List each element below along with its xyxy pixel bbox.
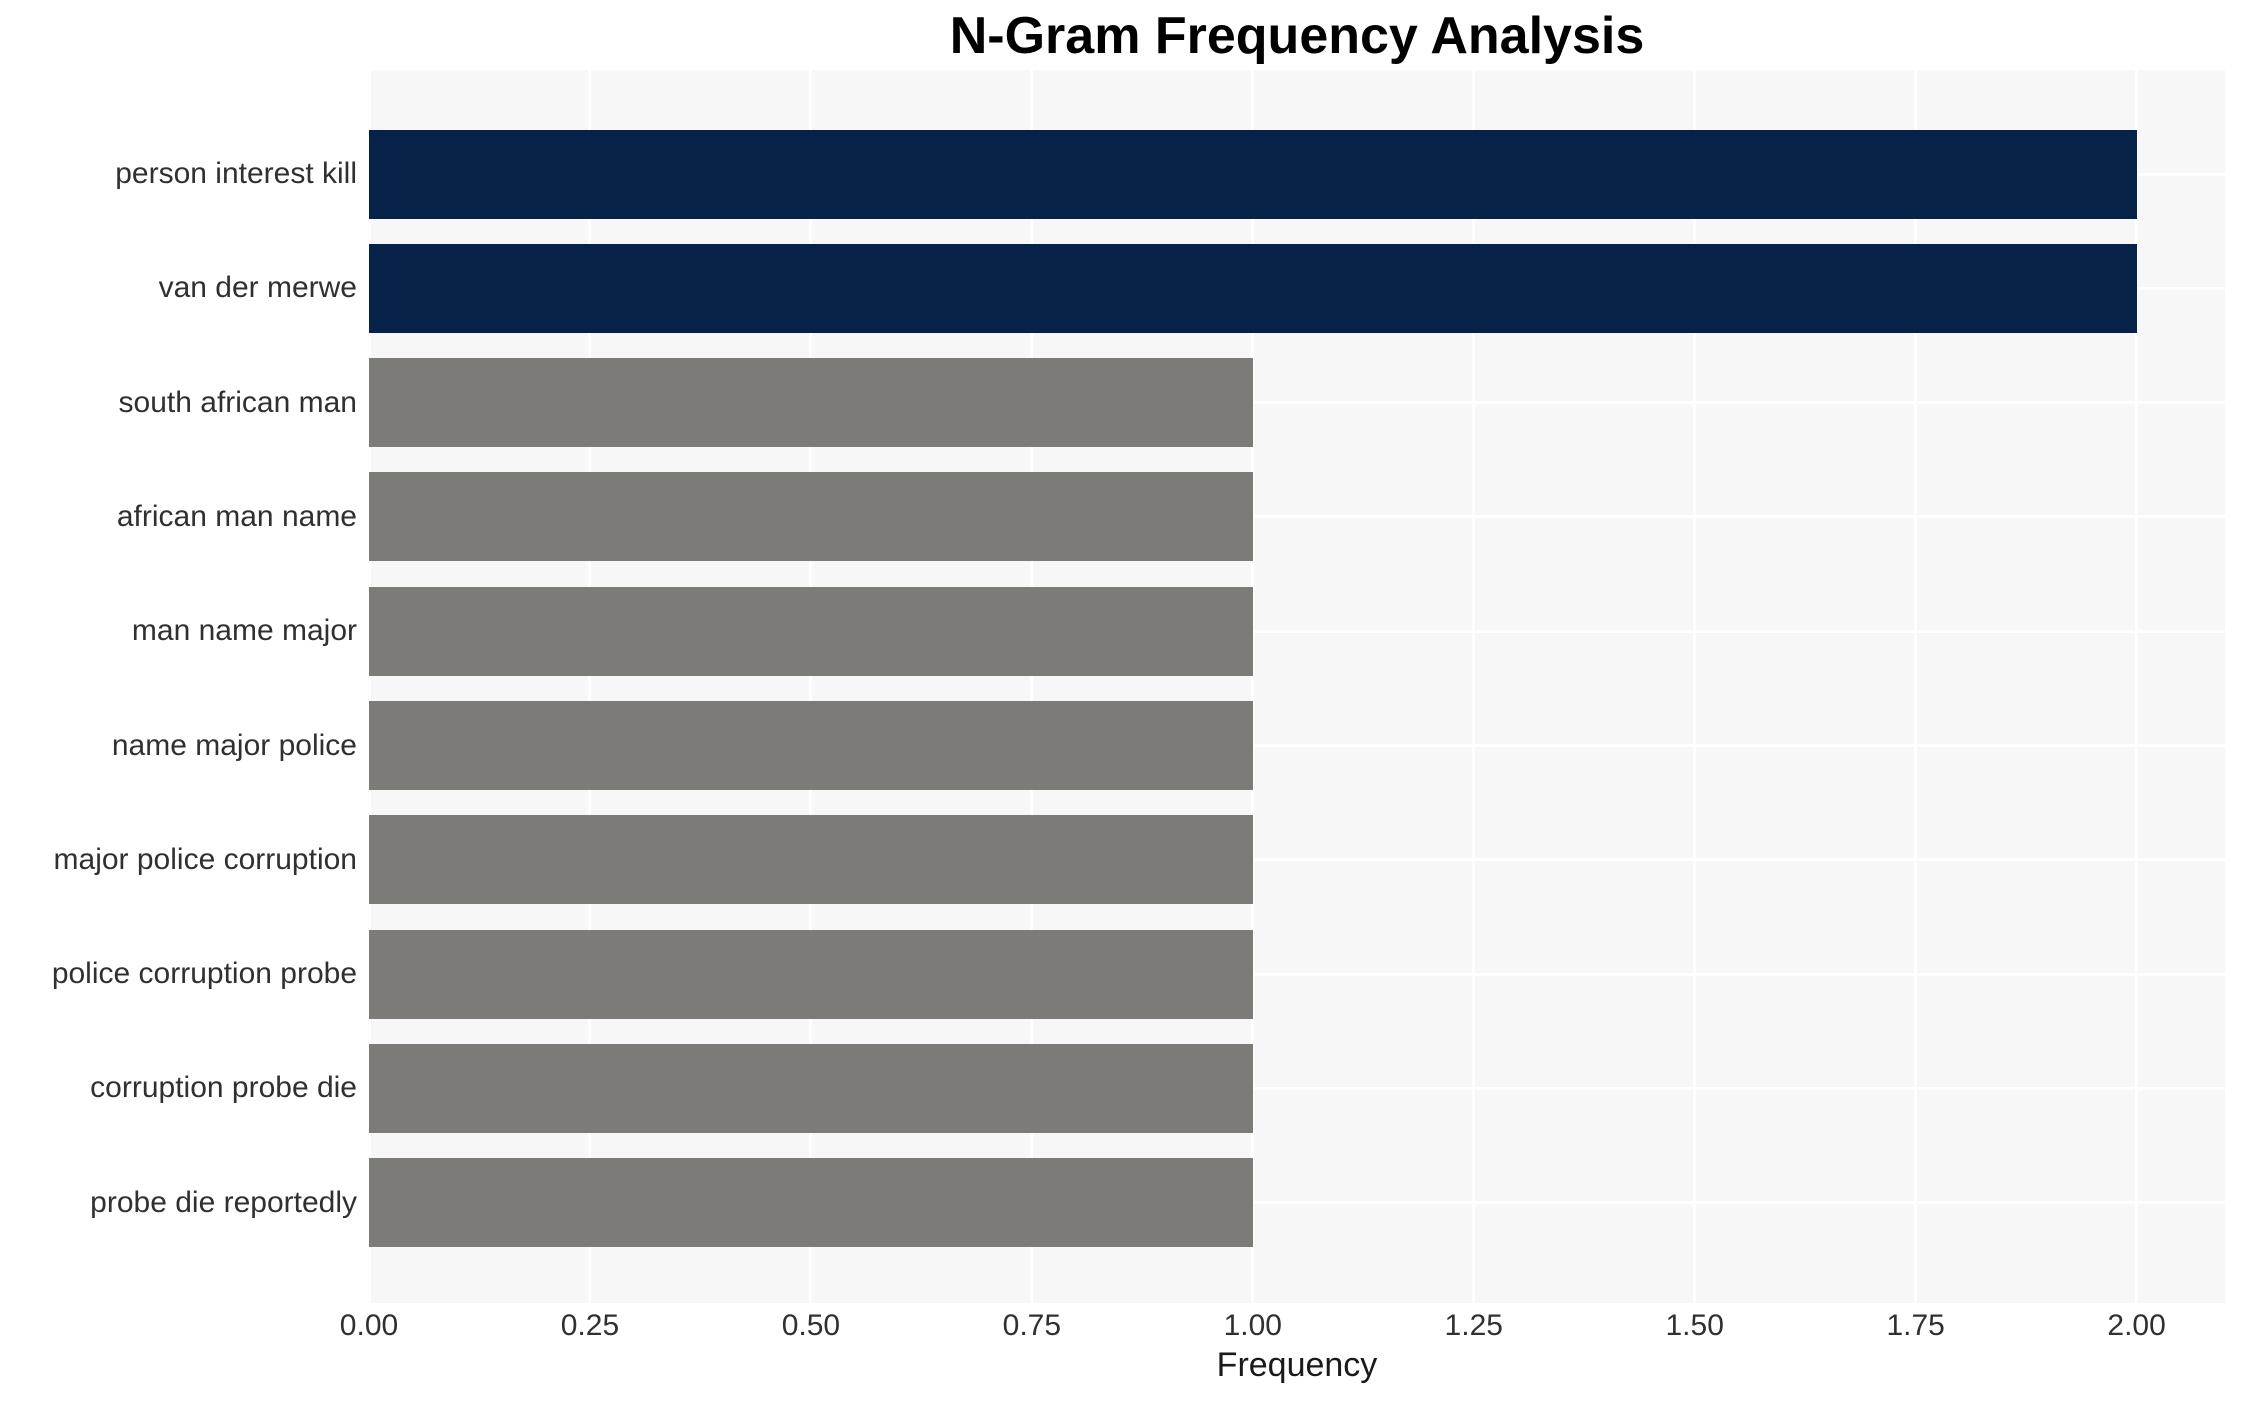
x-tick-label: 0.25 (560, 1309, 620, 1342)
gridline-vertical (1251, 70, 1255, 1303)
y-tick-label: person interest kill (115, 157, 357, 190)
gridline-horizontal (369, 1086, 2225, 1090)
gridline-vertical (367, 70, 371, 1303)
bar-name-major-police (369, 701, 1253, 790)
gridline-horizontal (369, 744, 2225, 747)
x-tick-label: 0.00 (339, 1309, 399, 1342)
gridline-horizontal (369, 972, 2225, 976)
x-tick-label: 1.50 (1665, 1309, 1724, 1342)
x-axis-label: Frequency (1216, 1346, 1378, 1384)
y-tick-label: name major police (111, 728, 357, 762)
x-tick-label: 2.00 (2107, 1309, 2166, 1342)
plot-area (367, 70, 2225, 1303)
x-tick-label: 0.50 (781, 1309, 841, 1342)
bar-van-der-merwe (369, 243, 2137, 333)
bar-man-name-major (369, 586, 1253, 676)
bar-south-african-man (369, 358, 1253, 448)
bar-major-police-corruption (369, 815, 1253, 905)
bar-african-man-name (369, 472, 1253, 562)
y-tick-label: probe die reportedly (90, 1185, 357, 1219)
chart-title: N-Gram Frequency Analysis (949, 7, 1645, 65)
y-tick-label: man name major (131, 614, 357, 648)
gridline-vertical (809, 70, 813, 1303)
x-tick-label: 0.75 (1002, 1309, 1062, 1342)
y-tick-label: police corruption probe (51, 957, 357, 991)
gridline-vertical (1693, 70, 1697, 1303)
gridline-horizontal (369, 858, 2225, 862)
bar-corruption-probe-die (369, 1043, 1253, 1133)
bar-probe-die-reportedly (369, 1158, 1253, 1248)
bar-person-interest-kill (369, 129, 2137, 219)
gridline-vertical (2135, 70, 2139, 1303)
x-tick-label: 1.25 (1444, 1309, 1503, 1342)
y-tick-label: south african man (118, 385, 357, 419)
gridline-horizontal (369, 629, 2225, 633)
gridline-vertical (1030, 70, 1034, 1303)
y-axis-labels: person interest kill van der merwe south a… (0, 0, 357, 1402)
gridline-vertical (1472, 70, 1476, 1303)
gridline-horizontal (369, 515, 2225, 519)
y-tick-label: major police corruption (53, 842, 357, 876)
y-tick-label: african man name (116, 499, 357, 533)
gridline-horizontal (369, 1201, 2225, 1205)
gridline-vertical (588, 70, 592, 1303)
gridline-vertical (1914, 70, 1918, 1303)
x-tick-label: 1.00 (1223, 1309, 1282, 1342)
y-tick-label: corruption probe die (90, 1071, 357, 1105)
bar-police-corruption-probe (369, 929, 1253, 1019)
y-tick-label: van der merwe (158, 271, 357, 305)
x-tick-label: 1.75 (1886, 1309, 1945, 1342)
gridline-horizontal (369, 401, 2225, 405)
